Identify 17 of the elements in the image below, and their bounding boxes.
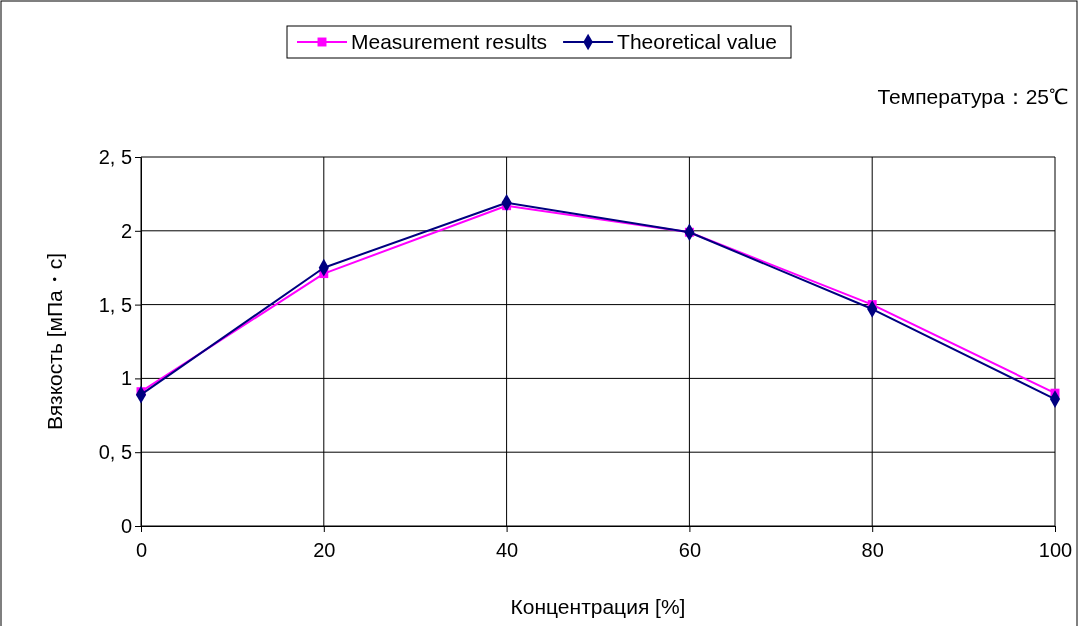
x-tick-label: 20 (313, 539, 336, 561)
legend-label: Theoretical value (617, 30, 777, 53)
y-tick-label: 2, 5 (98, 145, 132, 168)
text: Температура：25℃ (877, 85, 1068, 108)
x-tick-label: 0 (135, 539, 148, 561)
y-tick-label: 2 (120, 219, 132, 242)
x-tick-label: 100 (1038, 539, 1073, 561)
y-tick-label: 1, 5 (98, 293, 132, 316)
x-tick-label: 60 (678, 539, 702, 561)
y-axis-title: Вязкость [мПа・с] (43, 252, 66, 431)
legend-label: Measurement results (351, 30, 548, 53)
y-tick-label: 0, 5 (98, 441, 132, 464)
x-tick-label: 80 (861, 539, 884, 561)
x-tick-label: 40 (495, 539, 519, 561)
y-tick-label: 1 (120, 367, 132, 390)
y-tick-label: 0 (120, 514, 132, 537)
x-axis-title: Концентрация [%] (510, 595, 686, 618)
